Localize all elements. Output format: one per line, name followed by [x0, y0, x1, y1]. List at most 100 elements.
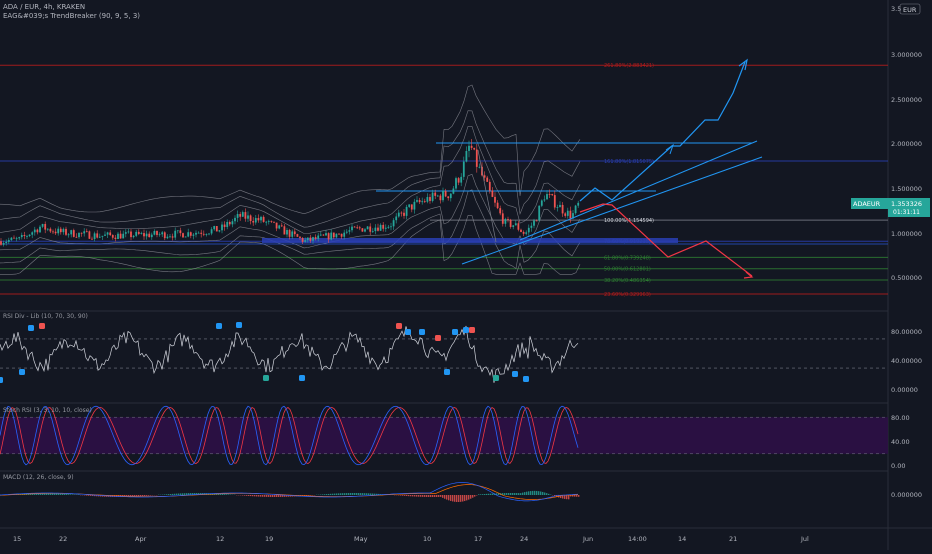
candle-body — [512, 225, 514, 227]
macd-histogram-bar — [546, 493, 547, 495]
candle-body — [546, 194, 548, 199]
candle-body — [330, 233, 332, 240]
candle-body — [94, 233, 96, 239]
candle-body — [8, 240, 10, 242]
candle-body — [304, 240, 306, 242]
macd-histogram-bar — [274, 495, 275, 497]
candle-body — [315, 237, 317, 239]
candle-body — [154, 231, 156, 235]
candle-body — [393, 220, 395, 226]
candle-body — [0, 241, 2, 245]
rsi-divergence-marker — [19, 369, 25, 375]
bar-countdown: 01:31:11 — [893, 209, 920, 216]
candle-body — [16, 238, 18, 239]
candle-body — [442, 191, 444, 200]
candle-body — [356, 227, 358, 228]
rsi-divergence-marker — [419, 329, 425, 335]
candle-body — [86, 231, 88, 232]
candle-body — [518, 223, 520, 229]
price-tick-label: 2.000000 — [891, 140, 922, 148]
macd-histogram-bar — [242, 495, 243, 496]
macd-histogram-bar — [516, 493, 517, 495]
macd-histogram-bar — [538, 491, 539, 495]
candle-body — [11, 238, 13, 240]
macd-histogram-bar — [410, 495, 411, 496]
candle-body — [260, 217, 262, 220]
macd-histogram-bar — [422, 495, 423, 497]
candle-body — [83, 231, 85, 233]
indicator-header[interactable]: EAG&#039;s TrendBreaker (90, 9, 5, 3) — [3, 12, 140, 20]
time-tick-label: 12 — [216, 535, 224, 543]
candle-body — [440, 196, 442, 201]
time-tick-label: 15 — [13, 535, 21, 543]
macd-histogram-bar — [508, 493, 509, 495]
candle-body — [325, 233, 327, 235]
macd-histogram-bar — [446, 495, 447, 500]
macd-histogram-bar — [144, 495, 145, 496]
candle-body — [81, 233, 83, 234]
candle-body — [146, 234, 148, 237]
candle-body — [346, 232, 348, 233]
macd-histogram-bar — [432, 495, 433, 497]
rsi-divergence-marker — [28, 325, 34, 331]
candle-body — [333, 233, 335, 238]
time-tick-label: 21 — [729, 535, 737, 543]
macd-histogram-bar — [458, 495, 459, 502]
candle-body — [476, 150, 478, 167]
time-tick-label: 24 — [520, 535, 528, 543]
time-tick-label: 19 — [265, 535, 273, 543]
rsi-divergence-marker — [0, 377, 3, 383]
macd-histogram-bar — [490, 494, 491, 495]
macd-histogram-bar — [360, 493, 361, 495]
candle-body — [323, 235, 325, 236]
macd-histogram-bar — [168, 494, 169, 495]
stoch-pane-label[interactable]: Stoch RSI (3, 3, 10, 10, close) — [3, 407, 92, 414]
macd-histogram-bar — [246, 495, 247, 496]
macd-histogram-bar — [428, 495, 429, 497]
candle-body — [263, 217, 265, 222]
macd-histogram-bar — [472, 495, 473, 498]
candle-body — [575, 206, 577, 213]
macd-histogram-bar — [166, 494, 167, 495]
candle-body — [343, 233, 345, 237]
candle-body — [505, 219, 507, 224]
macd-pane-label[interactable]: MACD (12, 26, close, 9) — [3, 474, 74, 481]
candle-body — [65, 229, 67, 235]
candle-body — [167, 237, 169, 238]
candle-body — [229, 222, 231, 224]
macd-histogram-bar — [450, 495, 451, 501]
candle-body — [239, 214, 241, 217]
macd-histogram-bar — [426, 495, 427, 497]
candle-body — [177, 230, 179, 231]
candle-body — [437, 196, 439, 197]
macd-histogram-bar — [70, 494, 71, 495]
candle-body — [486, 178, 488, 182]
macd-histogram-bar — [430, 495, 431, 497]
candle-body — [349, 230, 351, 231]
macd-histogram-bar — [88, 495, 89, 496]
time-tick-label: 17 — [474, 535, 482, 543]
macd-histogram-bar — [222, 494, 223, 495]
rsi-pane-label[interactable]: RSI Div - Lib (10, 70, 30, 90) — [3, 313, 88, 320]
macd-histogram-bar — [534, 491, 535, 495]
macd-histogram-bar — [260, 495, 261, 497]
candle-body — [37, 230, 39, 233]
candle-body — [13, 238, 15, 239]
rsi-divergence-marker — [435, 335, 441, 341]
candle-body — [55, 232, 57, 234]
candle-body — [39, 227, 41, 232]
candle-body — [57, 229, 59, 234]
macd-histogram-bar — [280, 495, 281, 497]
candle-body — [427, 197, 429, 202]
macd-histogram-bar — [332, 494, 333, 495]
macd-histogram-bar — [322, 494, 323, 495]
rsi-divergence-marker — [216, 323, 222, 329]
candle-body — [60, 229, 62, 232]
macd-histogram-bar — [186, 493, 187, 495]
symbol-header[interactable]: ADA / EUR, 4h, KRAKEN — [3, 3, 85, 11]
candle-body — [219, 230, 221, 231]
candle-body — [224, 225, 226, 227]
candle-body — [473, 148, 475, 150]
